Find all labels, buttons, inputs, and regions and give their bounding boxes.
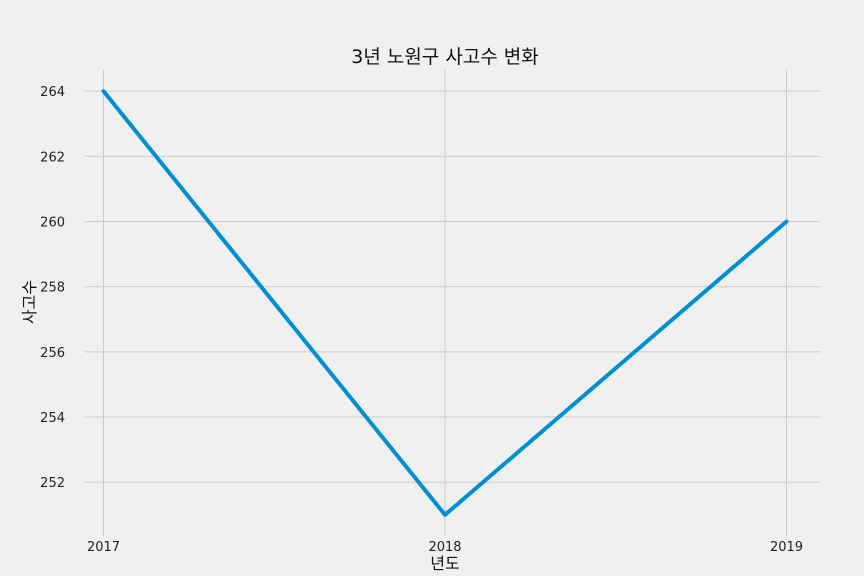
series-line — [101, 89, 789, 517]
y-tick-label: 252 — [40, 476, 65, 491]
x-tick-label: 2018 — [428, 540, 461, 555]
y-tick-label: 258 — [40, 281, 65, 296]
y-axis-label: 사고수 — [20, 280, 39, 324]
chart-title: 3년 노원구 사고수 변화 — [351, 46, 539, 68]
y-tick-label: 260 — [40, 216, 65, 231]
x-axis-label: 년도 — [430, 554, 459, 573]
x-tick-label: 2019 — [770, 540, 803, 555]
series-layer — [101, 89, 789, 517]
y-tick-label: 262 — [40, 150, 65, 165]
x-tick-label: 2017 — [87, 540, 120, 555]
tick-labels: 252 254 256 258 260 262 264 2017 2018 2019 — [40, 85, 803, 555]
y-tick-label: 254 — [40, 411, 65, 426]
y-tick-label: 256 — [40, 346, 65, 361]
y-tick-label: 264 — [40, 85, 65, 100]
